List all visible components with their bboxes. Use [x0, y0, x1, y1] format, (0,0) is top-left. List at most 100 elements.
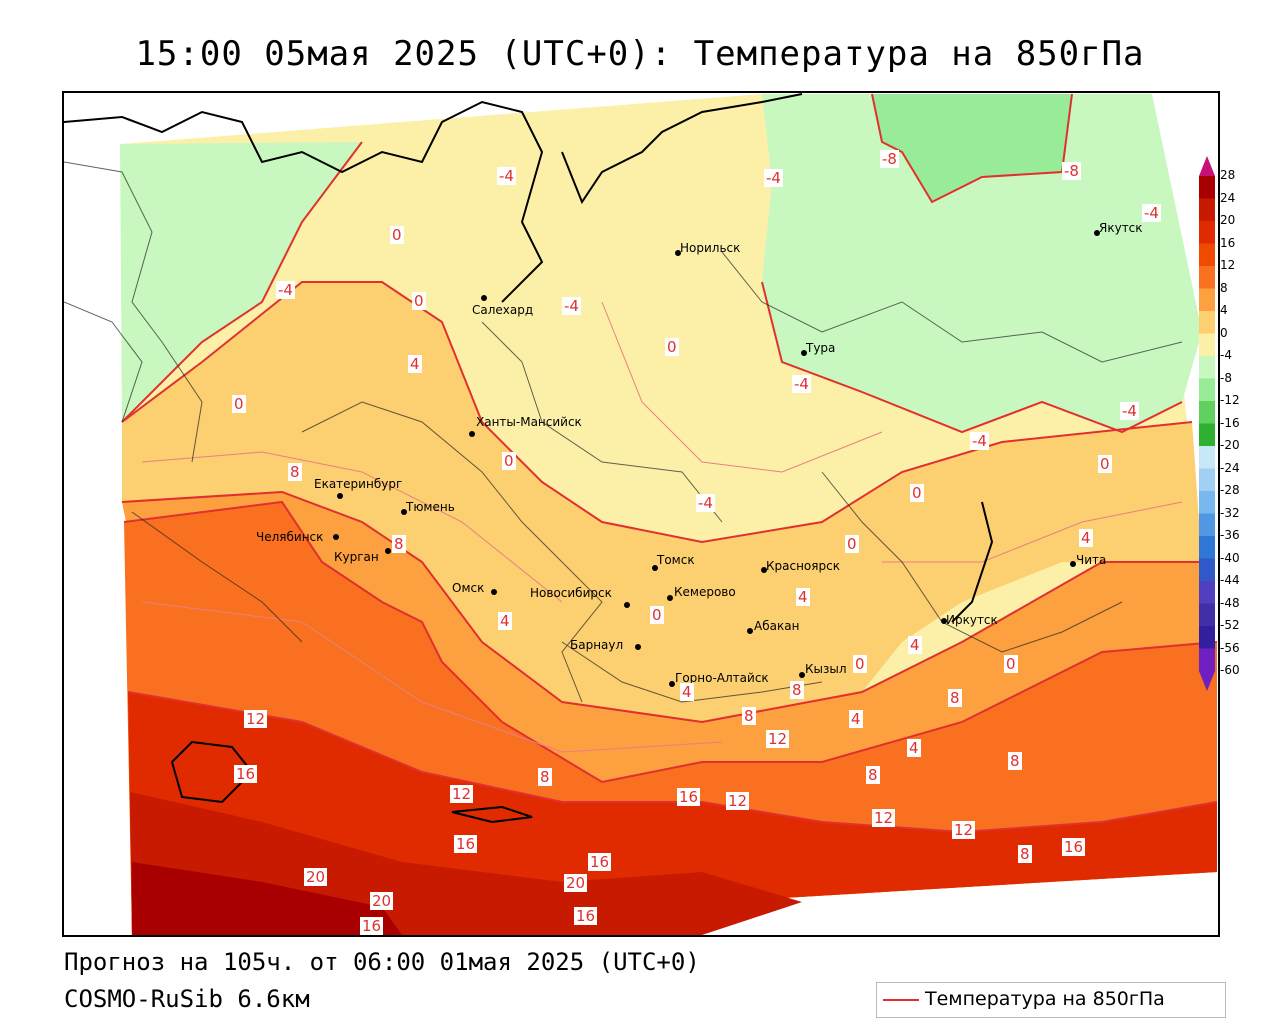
contour-label: 16: [588, 853, 612, 871]
minor-isotherms: [141, 301, 1183, 753]
city-label: Новосибирск: [530, 586, 612, 600]
colorbar-segment: [1199, 333, 1215, 357]
colorbar-tick-label: -12: [1220, 393, 1240, 407]
colorbar-tick-label: 12: [1220, 258, 1236, 272]
city-label: Челябинск: [256, 530, 324, 544]
city-label: Тура: [806, 341, 836, 355]
colorbar-tick-label: 4: [1220, 303, 1228, 317]
legend-label: Температура на 850гПа: [925, 988, 1165, 1010]
contour-label: 0: [502, 452, 516, 470]
colorbar: [1199, 156, 1215, 691]
colorbar-segment: [1199, 513, 1215, 537]
admin-borders: [64, 161, 1183, 703]
city-label: Горно-Алтайск: [675, 671, 769, 685]
zone-0: [122, 282, 1202, 722]
contour-label: 4: [498, 612, 512, 630]
colorbar-segment: [1199, 356, 1215, 379]
contour-label: 4: [907, 739, 921, 757]
colorbar-segment: [1199, 288, 1215, 312]
colorbar-tick-label: -24: [1220, 460, 1240, 475]
contour-label: 20: [370, 892, 394, 910]
contour-label: 8: [538, 768, 552, 786]
contour-label: 4: [680, 683, 694, 701]
city-dots: [333, 230, 1100, 687]
contour-label: -4: [276, 281, 295, 299]
contour-label: 16: [1062, 838, 1086, 856]
contour-label: 0: [910, 484, 924, 502]
colorbar-segment: [1199, 176, 1215, 199]
contour-label: 16: [574, 907, 598, 925]
city-label: Томск: [657, 553, 695, 567]
contour-label: 4: [408, 355, 422, 373]
colorbar-arrow-top: [1199, 156, 1215, 176]
map-title: 15:00 05мая 2025 (UTC+0): Температура на…: [135, 34, 1145, 74]
contour-label: -4: [1120, 402, 1139, 420]
contour-label: 16: [677, 788, 701, 806]
contour-label: 8: [790, 681, 804, 699]
coastline: [64, 93, 994, 824]
colorbar-segment: [1199, 243, 1215, 267]
contour-label: 16: [234, 765, 258, 783]
contour-label: 4: [796, 588, 810, 606]
colorbar-tick-label: -56: [1220, 640, 1240, 655]
colorbar-segment: [1199, 423, 1215, 447]
contour-label: 0: [665, 338, 679, 356]
colorbar-tick-label: -20: [1220, 438, 1240, 452]
contour-label: 12: [872, 809, 896, 827]
zone-minus4-ne: [762, 94, 1202, 432]
city-label: Екатеринбург: [314, 477, 403, 491]
contour-label: 12: [450, 785, 474, 803]
contour-label: 8: [742, 707, 756, 725]
contour-label: 8: [1008, 752, 1022, 770]
contour-label: -4: [696, 494, 715, 512]
colorbar-segment: [1199, 626, 1215, 649]
contour-label: 12: [726, 792, 750, 810]
contour-label: -8: [880, 150, 899, 168]
city-label: Тюмень: [406, 500, 455, 514]
contour-label: 0: [232, 395, 246, 413]
city-label: Якутск: [1099, 221, 1143, 235]
city-label: Красноярск: [766, 559, 840, 573]
colorbar-segment: [1199, 536, 1215, 559]
contour-label: 8: [1018, 845, 1032, 863]
contour-label: 8: [866, 766, 880, 784]
colorbar-tick-label: -28: [1220, 483, 1240, 497]
city-label: Абакан: [754, 619, 800, 633]
colorbar-segment: [1199, 311, 1215, 334]
contour-label: 12: [766, 730, 790, 748]
contour-label: 0: [1098, 455, 1112, 473]
contour-label: 0: [650, 606, 664, 624]
contour-label: 16: [454, 835, 478, 853]
colorbar-segment: [1199, 648, 1215, 672]
contour-label: -4: [1142, 204, 1161, 222]
contour-label: 8: [948, 689, 962, 707]
legend-line-swatch: [883, 999, 919, 1001]
colorbar-tick-label: -8: [1220, 370, 1232, 385]
colorbar-segment: [1199, 221, 1215, 244]
colorbar-segment: [1199, 378, 1215, 402]
contour-label: 4: [1079, 529, 1093, 547]
colorbar-segment: [1199, 198, 1215, 222]
city-label: Барнаул: [570, 638, 624, 652]
contour-label: 0: [845, 535, 859, 553]
colorbar-segment: [1199, 468, 1215, 492]
colorbar-tick-label: -60: [1220, 663, 1240, 677]
city-label: Омск: [452, 581, 485, 595]
city-label: Кызыл: [805, 662, 847, 676]
contour-label: 12: [244, 710, 268, 728]
contour-label: 0: [390, 226, 404, 244]
contour-label: 16: [360, 917, 384, 935]
colorbar-tick-label: 0: [1220, 325, 1228, 340]
contour-label: 20: [564, 874, 588, 892]
forecast-info: Прогноз на 105ч. от 06:00 01мая 2025 (UT…: [64, 948, 700, 976]
city-label: Ханты-Мансийск: [476, 415, 582, 429]
map-panel: [62, 91, 1220, 937]
colorbar-tick-label: 20: [1220, 213, 1236, 227]
contour-label: 4: [849, 710, 863, 728]
colorbar-tick-label: -40: [1220, 550, 1240, 565]
contour-label: 0: [1004, 655, 1018, 673]
colorbar-tick-label: 8: [1220, 280, 1228, 295]
city-label: Кемерово: [674, 585, 736, 599]
city-label: Курган: [334, 550, 379, 564]
contour-label: -4: [764, 169, 783, 187]
